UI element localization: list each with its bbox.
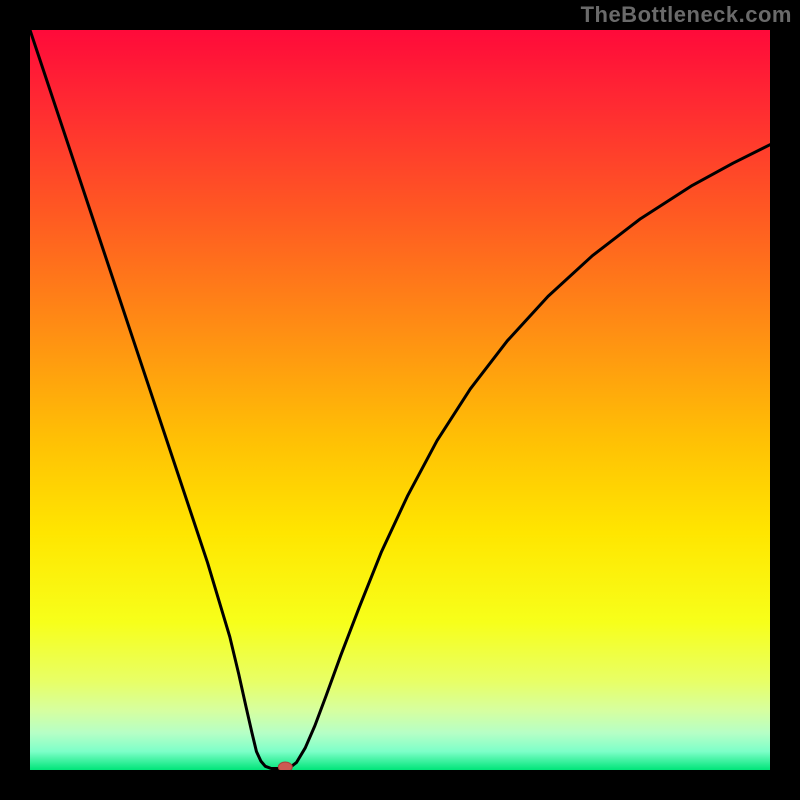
plot-svg — [30, 30, 770, 770]
plot-area — [30, 30, 770, 770]
chart-root: TheBottleneck.com — [0, 0, 800, 800]
min-marker — [278, 762, 292, 770]
gradient-rect — [30, 30, 770, 770]
watermark-text: TheBottleneck.com — [581, 2, 792, 28]
